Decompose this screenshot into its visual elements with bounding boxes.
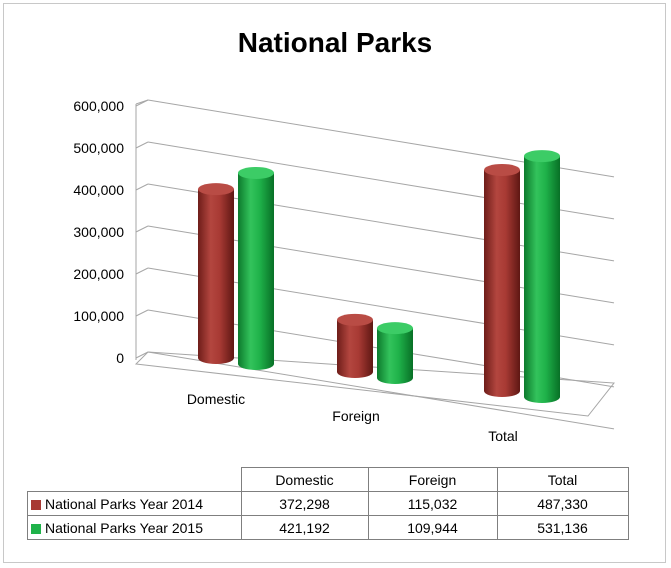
table-cell: 109,944 xyxy=(367,515,498,540)
table-cell: 115,032 xyxy=(367,491,498,516)
series-label-2015: National Parks Year 2015 xyxy=(27,515,242,540)
bar-2014-total xyxy=(484,163,520,397)
gridline-stub xyxy=(135,267,149,275)
y-tick-label: 200,000 xyxy=(73,266,124,282)
bar-2014-foreign xyxy=(337,313,373,378)
bar-body xyxy=(238,172,274,370)
table-row: National Parks Year 2015 421,192 109,944… xyxy=(27,515,629,540)
chart-title: National Parks xyxy=(238,27,433,58)
data-table: Domestic Foreign Total National Parks Ye… xyxy=(27,467,629,540)
y-axis-ticks: 0 100,000 200,000 300,000 400,000 500,000 600,… xyxy=(73,98,124,366)
bar-2015-domestic xyxy=(238,166,274,370)
gridline-stub xyxy=(135,141,149,149)
series-name-text: National Parks Year 2014 xyxy=(45,495,203,512)
y-tick-label: 300,000 xyxy=(73,224,124,240)
series-label-2014: National Parks Year 2014 xyxy=(27,491,242,516)
table-header-cell: Foreign xyxy=(367,467,498,492)
y-tick-label: 600,000 xyxy=(73,98,124,114)
table-header-cell: Total xyxy=(496,467,629,492)
bar-top xyxy=(524,150,560,163)
table-cell: 531,136 xyxy=(496,515,629,540)
bar-2015-total xyxy=(524,150,560,403)
series-name-text: National Parks Year 2015 xyxy=(45,519,203,536)
bar-body xyxy=(377,328,413,384)
bar-top xyxy=(198,183,234,196)
bar-top xyxy=(377,322,413,335)
table-cell: 372,298 xyxy=(240,491,369,516)
bar-top xyxy=(238,166,274,179)
bars xyxy=(198,150,560,403)
bar-body xyxy=(524,156,560,403)
y-tick-label: 400,000 xyxy=(73,182,124,198)
gridline-stub xyxy=(135,309,149,317)
y-tick-label: 0 xyxy=(116,350,124,366)
x-category-label: Total xyxy=(488,428,518,444)
table-cell: 487,330 xyxy=(496,491,629,516)
gridline-stub xyxy=(135,99,149,107)
x-category-label: Foreign xyxy=(332,408,379,424)
bar-2014-domestic xyxy=(198,183,234,364)
bar-top xyxy=(484,163,520,176)
floor-plane xyxy=(134,351,615,417)
bar-2015-foreign xyxy=(377,322,413,384)
table-cell: 421,192 xyxy=(240,515,369,540)
table-row: National Parks Year 2014 372,298 115,032… xyxy=(27,491,629,516)
legend-swatch-2015 xyxy=(31,523,41,534)
bar-body xyxy=(337,319,373,378)
y-tick-label: 500,000 xyxy=(73,140,124,156)
table-header-row: Domestic Foreign Total xyxy=(27,467,629,492)
x-axis-categories: Domestic Foreign Total xyxy=(187,391,518,444)
x-category-label: Domestic xyxy=(187,391,245,407)
bar-top xyxy=(337,313,373,326)
gridline-stub xyxy=(135,225,149,233)
gridline-stub xyxy=(135,351,149,359)
bar-body xyxy=(198,189,234,364)
table-corner xyxy=(27,467,242,492)
y-tick-label: 100,000 xyxy=(73,308,124,324)
gridline-stub xyxy=(135,183,149,191)
bar-body xyxy=(484,169,520,397)
gridline xyxy=(147,351,615,430)
legend-swatch-2014 xyxy=(31,499,41,510)
table-header-cell: Domestic xyxy=(240,467,369,492)
